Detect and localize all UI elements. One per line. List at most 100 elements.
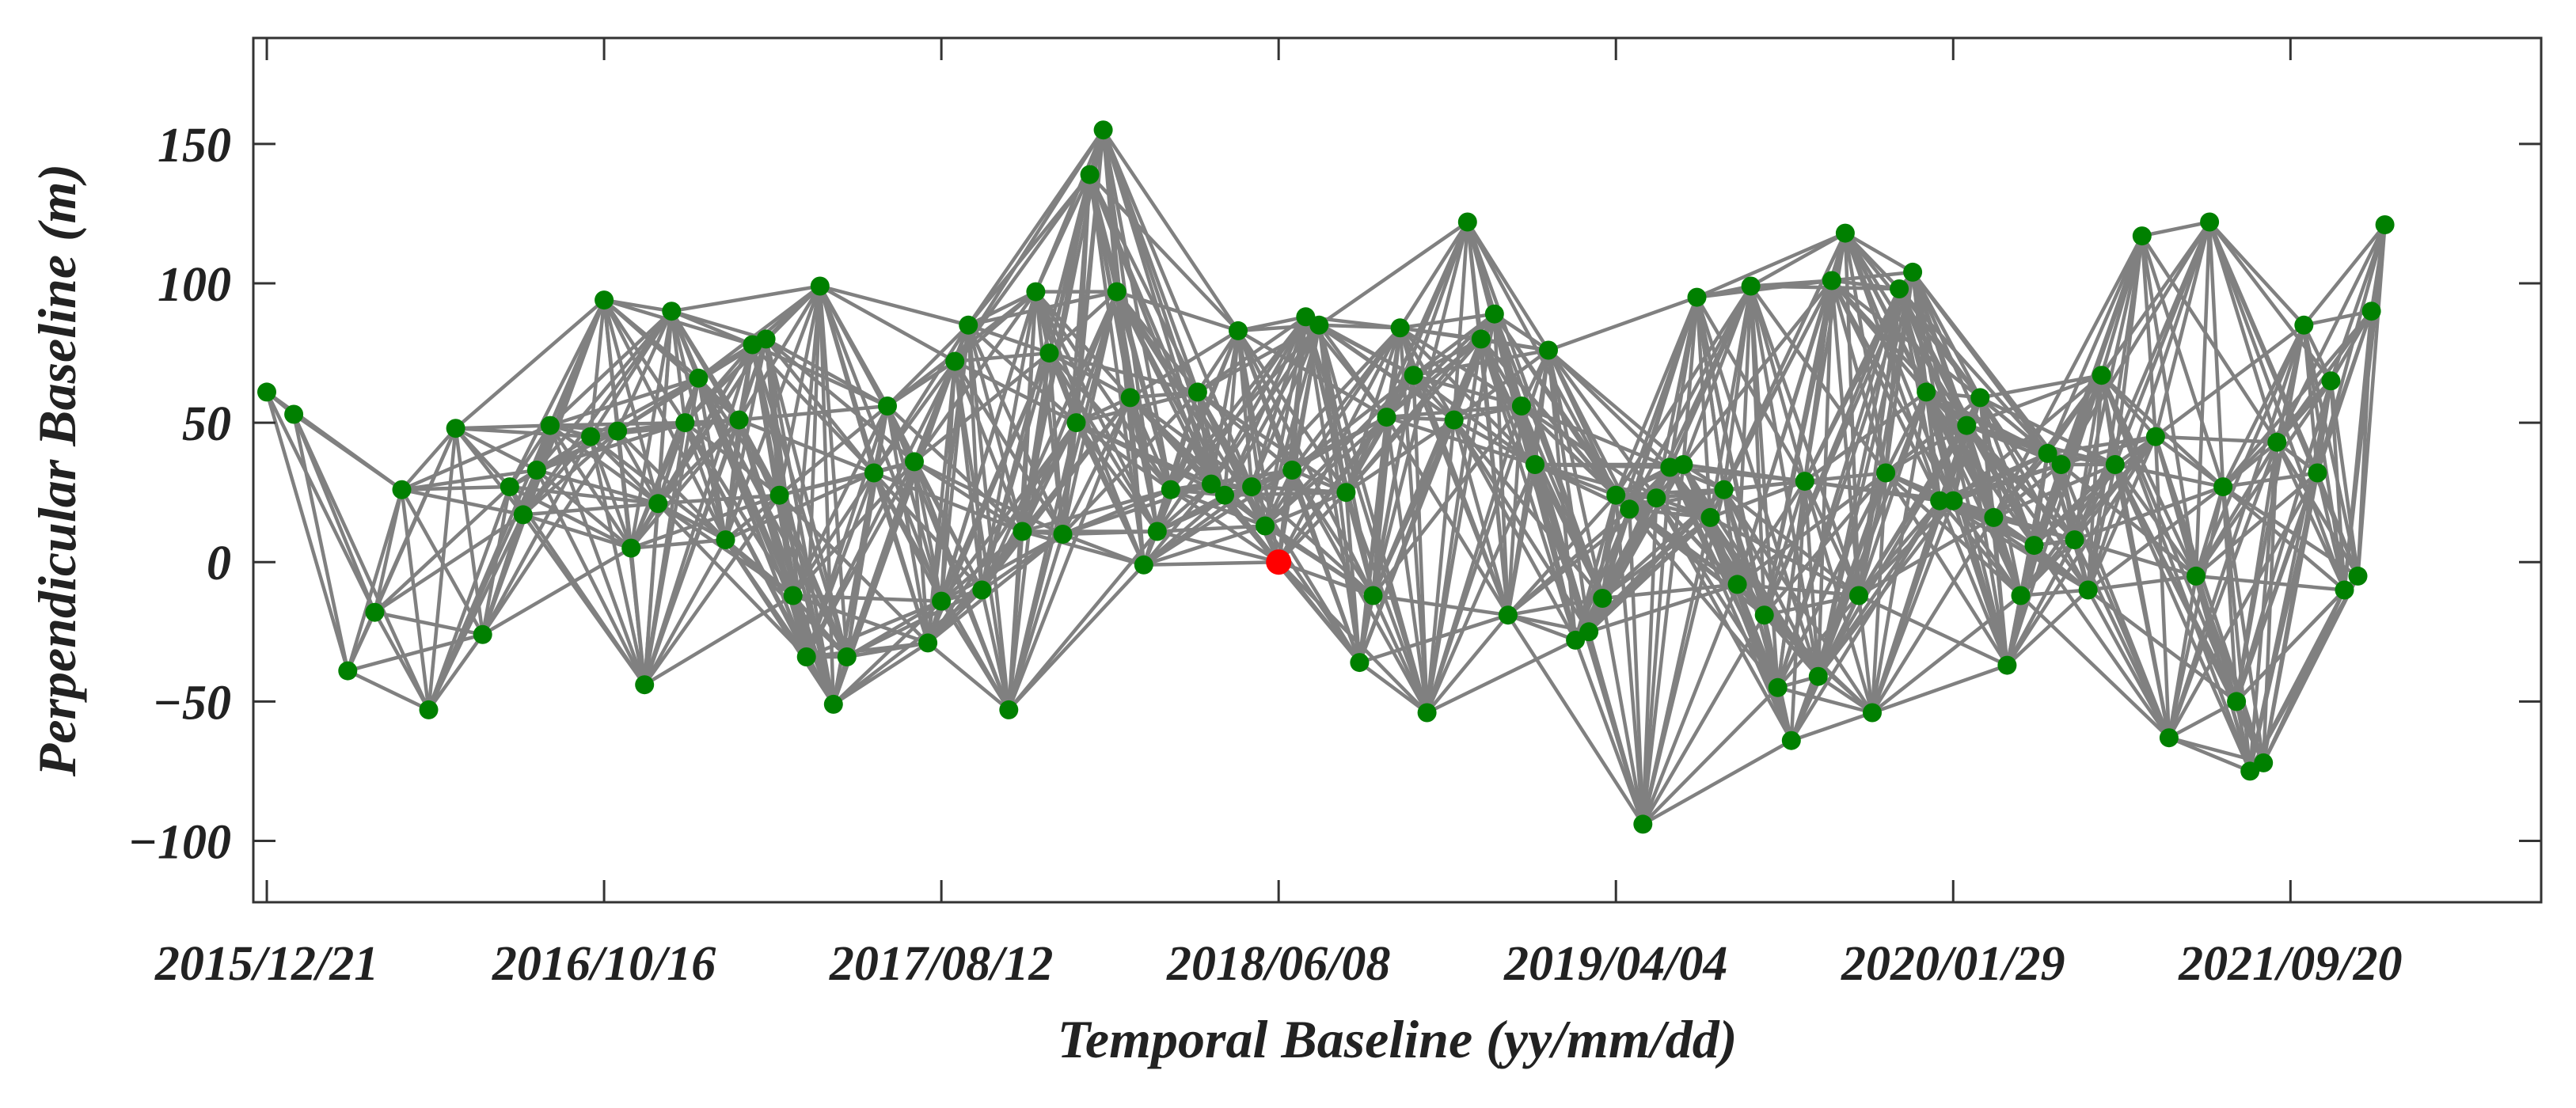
baseline-edge [819, 284, 956, 363]
baseline-edge [765, 337, 916, 464]
baseline-edge [1411, 375, 1429, 713]
baseline-edge [804, 405, 890, 658]
baseline-edge [2356, 224, 2387, 577]
acquisition-point [1714, 480, 1734, 499]
acquisition-point [1498, 605, 1518, 625]
baseline-edge [1762, 480, 1807, 616]
baseline-edge [1047, 351, 1172, 491]
baseline-edge [953, 360, 1024, 533]
baseline-edge [953, 173, 1092, 362]
acquisition-point [1444, 410, 1464, 430]
baseline-edge [2153, 221, 2212, 438]
baseline-edge [980, 291, 1038, 590]
x-tick-label: 2018/06/08 [1166, 937, 1390, 991]
acquisition-point [999, 700, 1019, 719]
acquisition-point [365, 602, 385, 622]
baseline-edge [454, 298, 606, 430]
baseline-edge [589, 309, 674, 438]
baseline-edge [1479, 339, 1510, 616]
acquisition-point [1620, 499, 1639, 519]
baseline-edge [1816, 280, 1834, 677]
x-tick-label: 2015/12/21 [154, 937, 378, 991]
baseline-edge [1371, 328, 1402, 596]
acquisition-point [1134, 555, 1153, 575]
acquisition-point [878, 397, 897, 416]
baseline-edge [872, 472, 930, 644]
baseline-edge [400, 489, 431, 711]
baseline-edge [1668, 297, 1699, 468]
baseline-edge [1249, 316, 1308, 488]
baseline-edge [1371, 221, 1469, 597]
baseline-edge [1586, 631, 1645, 825]
baseline-edge [670, 310, 687, 423]
baseline-edge [1978, 397, 2036, 546]
acquisition-point [1350, 653, 1370, 673]
baseline-edge [1735, 232, 1848, 586]
baseline-edge [2207, 221, 2346, 591]
baseline-edge [1884, 472, 2009, 666]
acquisition-point [2227, 692, 2247, 711]
baseline-edge [2033, 544, 2090, 592]
baseline-edge [2342, 224, 2387, 590]
acquisition-point [1687, 287, 1707, 307]
baseline-edge [1573, 639, 1645, 825]
baseline-edge [1735, 480, 1807, 586]
acquisition-point [1781, 730, 1801, 750]
baseline-edge [1385, 327, 1402, 418]
baseline-edge [737, 344, 754, 420]
baseline-edge [1129, 328, 1240, 400]
baseline-edge [1791, 711, 1873, 742]
baseline-edge [1804, 471, 1886, 484]
baseline-edge [1722, 286, 1753, 490]
baseline-edge [656, 502, 808, 658]
baseline-edge [535, 469, 633, 550]
baseline-edge [1871, 663, 2008, 715]
baseline-edge [940, 600, 1011, 711]
baseline-edge [1546, 350, 1578, 641]
acquisition-point [1066, 413, 1086, 433]
baseline-edge [1143, 560, 1279, 567]
acquisition-point [823, 694, 843, 714]
baseline-edge [939, 324, 971, 601]
acquisition-point [608, 421, 628, 441]
baseline-edge [588, 299, 606, 437]
baseline-edge [2099, 235, 2144, 376]
baseline-edge [1628, 296, 1699, 510]
baseline-edge [2155, 434, 2278, 445]
baseline-edge [1385, 416, 1510, 617]
baseline-edge [2275, 441, 2346, 591]
acquisition-point [1903, 262, 1923, 282]
baseline-edge [2168, 736, 2251, 773]
baseline-edge [1533, 350, 1551, 465]
baseline-edge [1655, 497, 1793, 742]
baseline-edge [548, 424, 647, 685]
baseline-edge [1411, 374, 1510, 617]
baseline-edge [980, 290, 1119, 591]
acquisition-point [1147, 522, 1167, 541]
baseline-edge [2032, 544, 2171, 739]
baseline-edge [1007, 397, 1132, 711]
baseline-edge [629, 377, 701, 549]
acquisition-point [1917, 382, 1936, 402]
baseline-edge [2207, 222, 2225, 488]
acquisition-point [1053, 525, 1073, 544]
baseline-edge [1951, 499, 2009, 666]
baseline-edge [967, 128, 1105, 327]
y-tick-label: −100 [127, 816, 231, 870]
baseline-edge [1749, 285, 1861, 597]
x-tick-label: 2020/01/29 [1841, 937, 2065, 991]
acquisition-point [446, 419, 465, 438]
baseline-edge [1628, 509, 1645, 825]
baseline-edge [1290, 469, 1429, 714]
x-tick-label: 2021/09/20 [2178, 937, 2402, 991]
baseline-edge [1829, 280, 1861, 596]
baseline-edge [1548, 295, 1698, 352]
baseline-edge [1789, 480, 1807, 741]
baseline-edge [885, 405, 944, 602]
baseline-edge [1696, 231, 1846, 299]
baseline-edge [1385, 416, 1429, 713]
acquisition-point [1943, 491, 1963, 510]
baseline-edge [872, 324, 971, 474]
acquisition-point [1593, 589, 1613, 608]
baseline-edge [1722, 489, 1739, 585]
